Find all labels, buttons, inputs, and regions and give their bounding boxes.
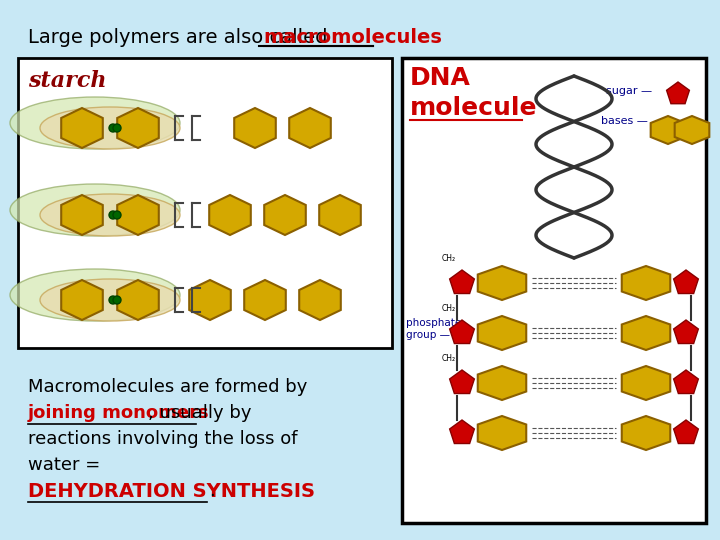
Polygon shape (622, 366, 670, 400)
Polygon shape (234, 108, 276, 148)
Text: reactions involving the loss of: reactions involving the loss of (28, 430, 297, 448)
Polygon shape (117, 280, 159, 320)
Polygon shape (478, 366, 526, 400)
Text: joining monomers: joining monomers (28, 404, 210, 422)
Ellipse shape (10, 269, 180, 321)
Text: CH₂: CH₂ (442, 354, 456, 363)
Polygon shape (622, 266, 670, 300)
Ellipse shape (40, 194, 180, 236)
Circle shape (113, 296, 121, 304)
Circle shape (113, 124, 121, 132)
Ellipse shape (40, 107, 180, 149)
Polygon shape (675, 116, 709, 144)
Polygon shape (319, 195, 361, 235)
Polygon shape (622, 316, 670, 350)
Polygon shape (244, 280, 286, 320)
Text: Large polymers are also called: Large polymers are also called (28, 28, 334, 47)
Polygon shape (478, 266, 526, 300)
Polygon shape (61, 195, 103, 235)
Circle shape (113, 211, 121, 219)
Polygon shape (651, 116, 685, 144)
Polygon shape (478, 316, 526, 350)
Bar (402, 58, 706, 523)
Polygon shape (622, 416, 670, 450)
Polygon shape (210, 195, 251, 235)
Text: starch: starch (28, 70, 107, 92)
Text: CH₂: CH₂ (442, 304, 456, 313)
Ellipse shape (40, 279, 180, 321)
Polygon shape (478, 416, 526, 450)
Ellipse shape (10, 97, 180, 149)
Text: DNA: DNA (410, 66, 471, 90)
Text: water =: water = (28, 456, 100, 474)
Ellipse shape (10, 184, 180, 236)
Polygon shape (61, 280, 103, 320)
Circle shape (109, 211, 117, 219)
Text: bases —: bases — (601, 116, 648, 126)
Polygon shape (289, 108, 330, 148)
Text: CH₂: CH₂ (442, 254, 456, 263)
Text: Macromolecules are formed by: Macromolecules are formed by (28, 378, 307, 396)
Text: molecule: molecule (410, 96, 538, 120)
Text: sugar —: sugar — (606, 86, 652, 96)
Text: phosphate
group —: phosphate group — (406, 318, 462, 340)
Polygon shape (117, 195, 159, 235)
Polygon shape (264, 195, 306, 235)
Polygon shape (189, 280, 231, 320)
Bar (18, 58, 392, 348)
Polygon shape (300, 280, 341, 320)
Polygon shape (61, 108, 103, 148)
Text: , usually by: , usually by (148, 404, 251, 422)
Polygon shape (117, 108, 159, 148)
Circle shape (109, 124, 117, 132)
Text: .: . (210, 482, 215, 500)
Circle shape (109, 296, 117, 304)
Text: DEHYDRATION SYNTHESIS: DEHYDRATION SYNTHESIS (28, 482, 315, 501)
Text: macromolecules: macromolecules (264, 28, 443, 47)
